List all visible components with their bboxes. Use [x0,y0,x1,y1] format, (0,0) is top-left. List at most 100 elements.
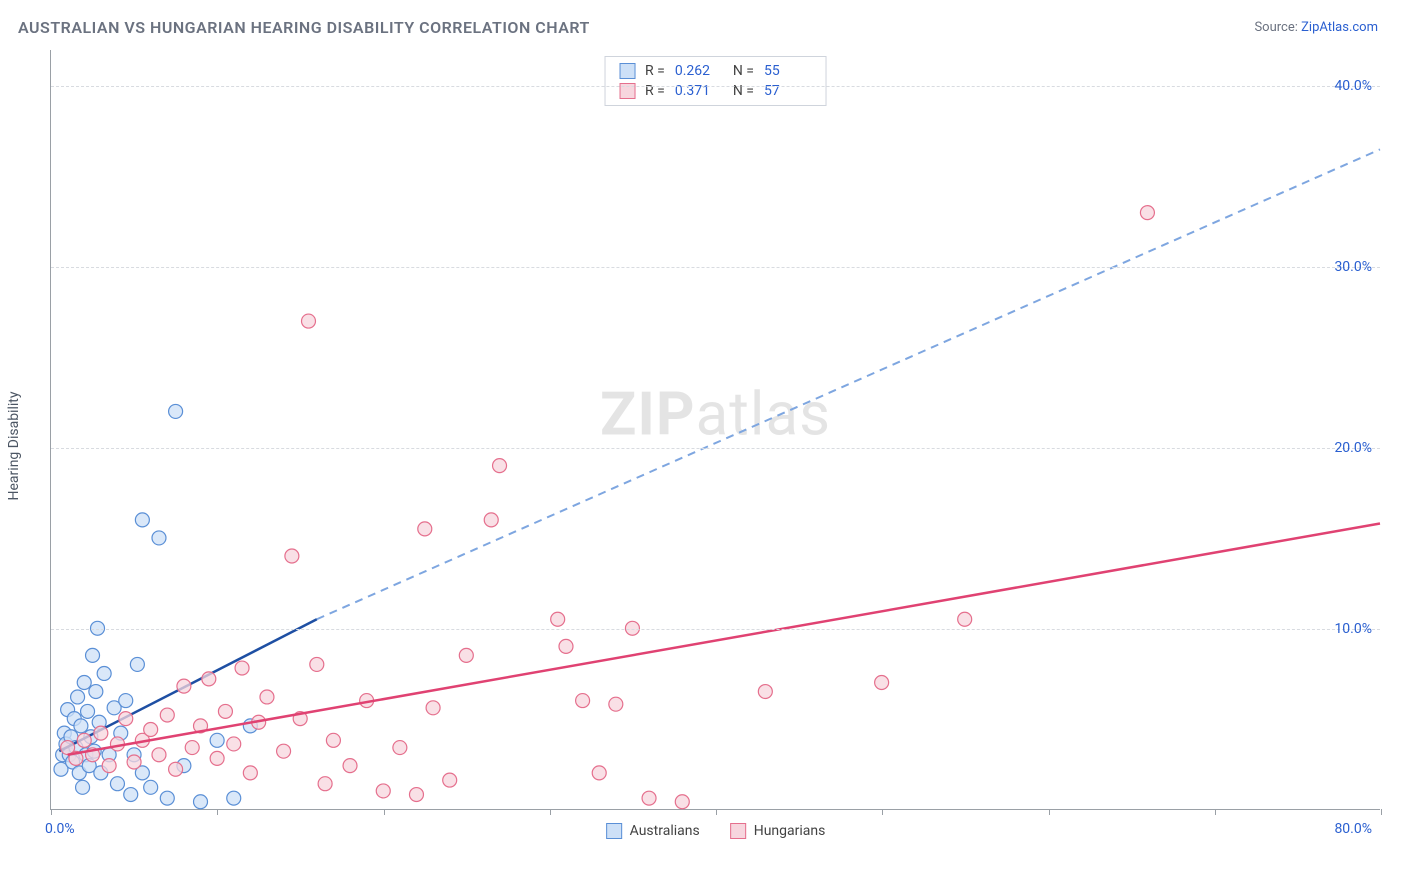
scatter-point [177,679,191,693]
scatter-point [243,766,257,780]
r-label: R = [645,63,665,79]
scatter-point [277,744,291,758]
scatter-point [119,694,133,708]
y-tick-label: 30.0% [1334,259,1372,275]
plot-area: ZIPatlas R =0.262N =55R =0.371N =57 0.0%… [50,50,1380,810]
x-tick [217,809,218,815]
scatter-point [559,639,573,653]
scatter-point [135,513,149,527]
trend-line-dashed [317,149,1380,619]
scatter-point [89,685,103,699]
y-tick-label: 40.0% [1334,78,1372,94]
scatter-point [144,780,158,794]
scatter-point [301,314,315,328]
scatter-point [185,741,199,755]
scatter-point [326,733,340,747]
scatter-point [343,759,357,773]
gridline [51,629,1380,630]
scatter-point [310,657,324,671]
scatter-point [202,672,216,686]
x-tick [550,809,551,815]
legend-row: R = 0.262 N = 55 [619,63,812,79]
legend-swatch [606,823,622,839]
legend-label: Hungarians [754,823,826,839]
x-axis-min-label: 0.0% [45,821,75,837]
x-axis-max-label: 80.0% [1334,821,1372,837]
x-tick [384,809,385,815]
scatter-point [443,773,457,787]
x-tick [882,809,883,815]
legend-label: Australians [630,823,700,839]
r-value: 0.262 [675,63,723,79]
source-link[interactable]: ZipAtlas.com [1301,20,1378,35]
series-legend: Australians Hungarians [606,823,826,839]
scatter-point [551,612,565,626]
scatter-point [210,733,224,747]
source-attribution: Source: ZipAtlas.com [1254,20,1378,35]
y-tick-label: 10.0% [1334,621,1372,637]
scatter-point [227,791,241,805]
scatter-point [127,755,141,769]
chart-svg [51,50,1380,809]
scatter-point [493,459,507,473]
scatter-point [97,666,111,680]
x-tick [1049,809,1050,815]
scatter-point [592,766,606,780]
legend-item: Hungarians [730,823,826,839]
source-label: Source: [1254,20,1297,35]
scatter-point [152,531,166,545]
scatter-point [484,513,498,527]
scatter-point [260,690,274,704]
scatter-point [426,701,440,715]
trend-line [68,523,1380,754]
scatter-point [160,708,174,722]
scatter-point [169,404,183,418]
scatter-point [119,712,133,726]
y-axis-label: Hearing Disability [6,392,22,501]
y-tick-label: 20.0% [1334,440,1372,456]
scatter-point [576,694,590,708]
scatter-point [758,685,772,699]
x-tick [51,809,52,815]
scatter-point [642,791,656,805]
scatter-point [218,704,232,718]
x-tick [1215,809,1216,815]
scatter-point [376,784,390,798]
scatter-point [74,719,88,733]
scatter-point [152,748,166,762]
scatter-point [77,676,91,690]
scatter-point [285,549,299,563]
legend-swatch [730,823,746,839]
chart-title: AUSTRALIAN VS HUNGARIAN HEARING DISABILI… [18,18,590,37]
scatter-point [318,777,332,791]
scatter-point [194,795,208,809]
scatter-point [958,612,972,626]
legend-item: Australians [606,823,700,839]
x-tick [1381,809,1382,815]
scatter-point [124,788,138,802]
scatter-point [86,648,100,662]
scatter-point [875,676,889,690]
scatter-point [210,751,224,765]
n-value: 55 [764,63,812,79]
gridline [51,448,1380,449]
scatter-point [235,661,249,675]
scatter-point [160,791,174,805]
scatter-point [169,762,183,776]
scatter-point [81,704,95,718]
n-label: N = [733,63,754,79]
scatter-point [110,777,124,791]
scatter-point [675,795,689,809]
scatter-point [76,780,90,794]
scatter-point [94,726,108,740]
scatter-point [459,648,473,662]
legend-swatch [619,63,635,79]
x-tick [716,809,717,815]
scatter-point [144,722,158,736]
scatter-point [102,759,116,773]
scatter-point [71,690,85,704]
scatter-point [418,522,432,536]
scatter-point [409,788,423,802]
scatter-point [227,737,241,751]
scatter-point [130,657,144,671]
